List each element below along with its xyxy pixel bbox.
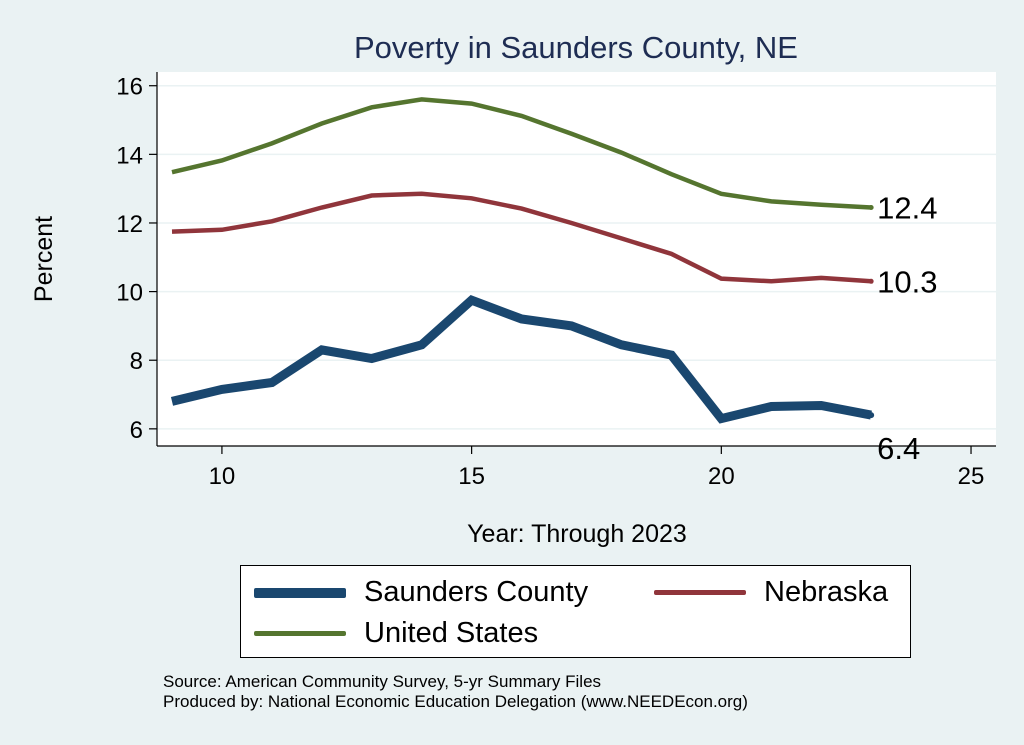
source-note: Source: American Community Survey, 5-yr … <box>163 672 748 712</box>
y-axis-label: Percent <box>30 216 58 302</box>
plot-area <box>157 72 996 446</box>
end-marker-united-states <box>868 205 874 211</box>
axes <box>156 72 996 447</box>
end-label-nebraska: 10.3 <box>877 264 937 299</box>
end-marker-saunders-county <box>868 412 875 419</box>
series-line-united-states <box>171 97 872 210</box>
x-tick-label-15: 15 <box>458 463 485 490</box>
legend-label-saunders: Saunders County <box>364 576 589 608</box>
y-tick-label-16: 16 <box>116 74 143 101</box>
legend-item-nebraska: Nebraska <box>654 576 888 609</box>
legend-swatch-saunders <box>254 587 346 598</box>
series-line-saunders-county <box>170 295 872 424</box>
x-tick-label-25: 25 <box>958 463 985 490</box>
end-marker-nebraska <box>868 278 874 284</box>
gridlines <box>157 84 996 430</box>
x-ticks: 10 15 20 25 <box>209 446 985 490</box>
x-tick-label-10: 10 <box>209 463 236 490</box>
series-line-nebraska <box>171 191 872 284</box>
legend-swatch-nebraska <box>654 590 746 595</box>
end-labels: 12.4 10.3 6.4 <box>877 191 937 467</box>
legend-label-nebraska: Nebraska <box>764 576 889 608</box>
produced-by-line: Produced by: National Economic Education… <box>163 692 748 711</box>
end-label-united-states: 12.4 <box>877 191 937 226</box>
y-tick-label-8: 8 <box>130 348 143 375</box>
legend: Saunders County Nebraska United States <box>240 565 911 658</box>
chart-title: Poverty in Saunders County, NE <box>354 30 798 65</box>
chart: Poverty in Saunders County, NE 6 8 10 12 14 1… <box>30 30 996 548</box>
x-tick-label-20: 20 <box>708 463 735 490</box>
y-tick-label-6: 6 <box>130 417 143 444</box>
legend-item-united-states: United States <box>254 617 538 650</box>
y-tick-label-14: 14 <box>116 142 143 169</box>
x-axis-label: Year: Through 2023 <box>467 520 687 548</box>
legend-swatch-united-states <box>254 631 346 636</box>
end-label-saunders-county: 6.4 <box>877 431 920 466</box>
y-tick-label-12: 12 <box>116 211 143 238</box>
legend-item-saunders: Saunders County <box>254 576 588 609</box>
series-lines <box>170 97 875 424</box>
y-tick-label-10: 10 <box>116 280 143 307</box>
y-ticks: 6 8 10 12 14 16 <box>116 74 157 444</box>
source-line: Source: American Community Survey, 5-yr … <box>163 672 602 691</box>
legend-label-united-states: United States <box>364 617 539 649</box>
